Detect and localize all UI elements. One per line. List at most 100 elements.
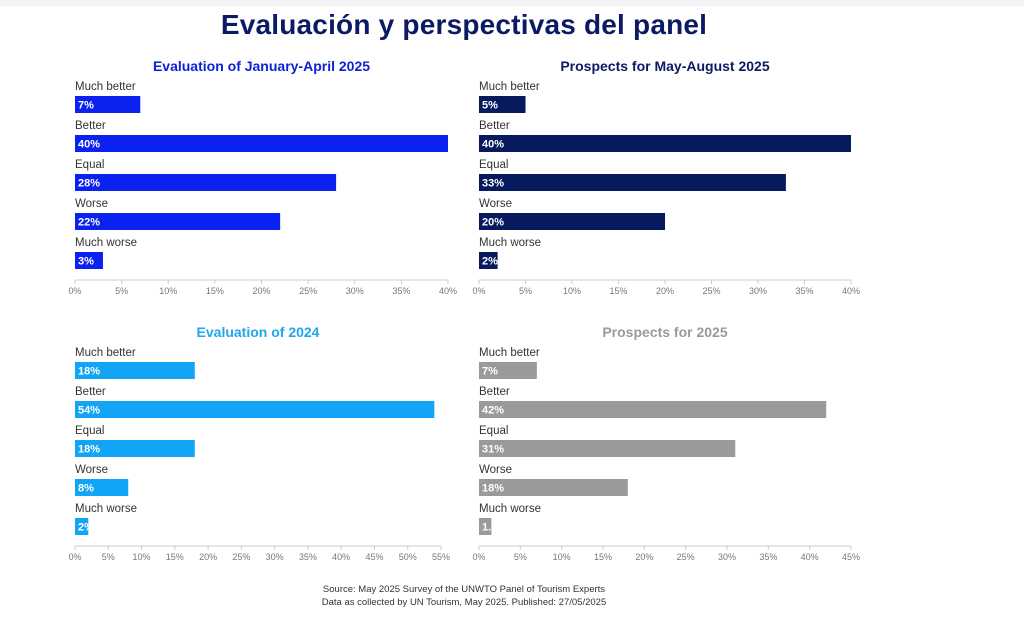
x-tick-label: 25%: [677, 552, 695, 562]
x-tick-label: 5%: [514, 552, 527, 562]
source-line-2: Data as collected by UN Tourism, May 202…: [321, 597, 607, 608]
x-tick-label: 40%: [842, 286, 860, 296]
data-label: 42%: [482, 405, 504, 417]
data-label: 7%: [78, 100, 94, 112]
x-tick-label: 30%: [346, 286, 364, 296]
data-label: 2%: [78, 522, 94, 534]
chart-title: Prospects for May-August 2025: [560, 58, 770, 74]
data-label: 18%: [78, 444, 100, 456]
bar-chart: Much better 18% Better 54% Equal 18% Worse 8% Mu…: [68, 347, 450, 562]
x-tick-label: 20%: [252, 286, 270, 296]
data-label: 31%: [482, 444, 504, 456]
source-line-1: Source: May 2025 Survey of the UNWTO Pan…: [322, 584, 606, 595]
data-label: 18%: [78, 366, 100, 378]
category-label: Worse: [479, 464, 512, 476]
bar: [479, 479, 628, 496]
x-tick-label: 35%: [299, 552, 317, 562]
category-label: Much better: [479, 347, 540, 359]
bar: [75, 440, 195, 457]
bar: [479, 174, 786, 191]
x-tick-label: 35%: [392, 286, 410, 296]
x-tick-label: 10%: [563, 286, 581, 296]
category-label: Much better: [75, 347, 136, 359]
category-label: Better: [479, 386, 510, 398]
category-label: Much better: [479, 81, 540, 93]
bar: [479, 401, 827, 418]
x-tick-label: 5%: [519, 286, 532, 296]
page-title: Evaluación y perspectivas del panel: [220, 9, 708, 40]
x-tick-label: 15%: [206, 286, 224, 296]
x-tick-label: 10%: [133, 552, 151, 562]
bar: [75, 401, 435, 418]
x-tick-label: 10%: [159, 286, 177, 296]
x-tick-label: 25%: [299, 286, 317, 296]
bar: [75, 135, 448, 152]
x-tick-label: 10%: [553, 552, 571, 562]
bar: [75, 252, 103, 269]
x-tick-label: 30%: [266, 552, 284, 562]
x-tick-label: 25%: [702, 286, 720, 296]
data-label: 33%: [482, 178, 504, 190]
bar: [75, 96, 141, 113]
x-tick-label: 15%: [609, 286, 627, 296]
category-label: Much worse: [479, 503, 541, 515]
chart-title: Evaluation of 2024: [196, 324, 320, 340]
chart-panel-prospects-may-aug-2025: Prospects for May-August 2025 Much bette…: [472, 58, 860, 302]
chart-panel-prospects-2025: Prospects for 2025 Much better 7% Better 42…: [472, 324, 860, 568]
x-tick-label: 0%: [472, 552, 485, 562]
data-label: 54%: [78, 405, 100, 417]
x-tick-label: 15%: [166, 552, 184, 562]
bar: [75, 362, 195, 379]
category-label: Much better: [75, 81, 136, 93]
x-tick-label: 30%: [749, 286, 767, 296]
x-tick-label: 50%: [399, 552, 417, 562]
bar: [479, 362, 537, 379]
x-tick-label: 45%: [842, 552, 860, 562]
category-label: Equal: [479, 159, 508, 171]
x-tick-label: 5%: [115, 286, 128, 296]
bar: [479, 252, 498, 269]
x-tick-label: 20%: [199, 552, 217, 562]
x-tick-label: 0%: [68, 286, 81, 296]
x-tick-label: 30%: [718, 552, 736, 562]
bar: [479, 213, 665, 230]
bar: [75, 518, 89, 535]
x-tick-label: 20%: [656, 286, 674, 296]
bar-chart: Much better 5% Better 40% Equal 33% Worse 20% Mu…: [472, 81, 860, 296]
x-tick-label: 40%: [332, 552, 350, 562]
data-label: 7%: [482, 366, 498, 378]
source-note: Source: May 2025 Survey of the UNWTO Pan…: [0, 583, 928, 609]
data-label: 5%: [482, 100, 498, 112]
x-tick-label: 0%: [68, 552, 81, 562]
category-label: Much worse: [75, 237, 137, 249]
data-label: 18%: [482, 483, 504, 495]
category-label: Equal: [75, 425, 104, 437]
data-label: 40%: [482, 139, 504, 151]
data-label: 1.5%: [482, 522, 507, 534]
bar-chart: Much better 7% Better 42% Equal 31% Worse 18% Mu…: [472, 347, 860, 562]
chart-title: Prospects for 2025: [602, 324, 728, 340]
category-label: Much worse: [479, 237, 541, 249]
x-tick-label: 0%: [472, 286, 485, 296]
data-label: 2%: [482, 256, 498, 268]
chart-panel-eval-2024: Evaluation of 2024 Much better 18% Better 5…: [68, 324, 450, 568]
category-label: Equal: [479, 425, 508, 437]
x-tick-label: 35%: [759, 552, 777, 562]
data-label: 22%: [78, 217, 100, 229]
category-label: Worse: [479, 198, 512, 210]
bar-chart: Much better 7% Better 40% Equal 28% Worse 22% Mu…: [68, 81, 457, 296]
chart-title: Evaluation of January-April 2025: [152, 58, 371, 74]
data-label: 8%: [78, 483, 94, 495]
bar: [479, 96, 526, 113]
x-tick-label: 45%: [365, 552, 383, 562]
bar: [479, 518, 492, 535]
x-tick-label: 25%: [232, 552, 250, 562]
category-label: Better: [479, 120, 510, 132]
x-tick-label: 55%: [432, 552, 450, 562]
x-tick-label: 40%: [439, 286, 457, 296]
top-strip: [0, 0, 1024, 6]
x-tick-label: 5%: [102, 552, 115, 562]
category-label: Better: [75, 386, 106, 398]
bar: [75, 479, 129, 496]
x-tick-label: 20%: [635, 552, 653, 562]
